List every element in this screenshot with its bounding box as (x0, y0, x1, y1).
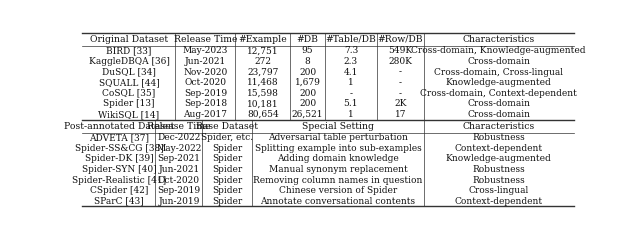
Text: #Row/DB: #Row/DB (378, 35, 423, 44)
Text: Adding domain knowledge: Adding domain knowledge (277, 154, 399, 163)
Text: Manual synonym replacement: Manual synonym replacement (269, 165, 408, 174)
Text: Aug-2017: Aug-2017 (184, 110, 227, 119)
Text: Removing column names in question: Removing column names in question (253, 176, 423, 184)
Text: Characteristics: Characteristics (463, 121, 535, 131)
Text: Context-dependent: Context-dependent (454, 197, 543, 206)
Text: Splitting example into sub-examples: Splitting example into sub-examples (255, 144, 421, 153)
Text: Context-dependent: Context-dependent (454, 144, 543, 153)
Text: -: - (399, 78, 402, 87)
Text: 280K: 280K (388, 57, 412, 66)
Text: WikiSQL [14]: WikiSQL [14] (99, 110, 159, 119)
Text: Sep-2019: Sep-2019 (184, 89, 227, 98)
Text: Sep-2018: Sep-2018 (184, 99, 227, 108)
Text: 2K: 2K (394, 99, 406, 108)
Text: 10,181: 10,181 (247, 99, 278, 108)
Text: Sep-2019: Sep-2019 (157, 186, 200, 195)
Text: Robustness: Robustness (472, 165, 525, 174)
Text: 4.1: 4.1 (344, 68, 358, 77)
Text: 7.3: 7.3 (344, 47, 358, 55)
Text: 1: 1 (348, 78, 354, 87)
Text: 80,654: 80,654 (247, 110, 279, 119)
Text: 549K: 549K (388, 47, 413, 55)
Text: 8: 8 (305, 57, 310, 66)
Text: SParC [43]: SParC [43] (94, 197, 144, 206)
Text: Cross-domain, Cross-lingual: Cross-domain, Cross-lingual (434, 68, 563, 77)
Text: 1,679: 1,679 (294, 78, 321, 87)
Text: 95: 95 (301, 47, 314, 55)
Text: 11,468: 11,468 (247, 78, 278, 87)
Text: Spider [13]: Spider [13] (103, 99, 155, 108)
Text: 200: 200 (299, 99, 316, 108)
Text: ADVETA [37]: ADVETA [37] (89, 133, 149, 142)
Text: Jun-2021: Jun-2021 (185, 57, 226, 66)
Text: Sep-2021: Sep-2021 (157, 154, 200, 163)
Text: Cross-domain: Cross-domain (467, 57, 530, 66)
Text: Robustness: Robustness (472, 176, 525, 184)
Text: Special Setting: Special Setting (302, 121, 374, 131)
Text: Dec-2022: Dec-2022 (157, 133, 200, 142)
Text: Spider-SS&CG [38]: Spider-SS&CG [38] (75, 144, 163, 153)
Text: 23,797: 23,797 (247, 68, 278, 77)
Text: Cross-domain: Cross-domain (467, 99, 530, 108)
Text: May-2023: May-2023 (182, 47, 228, 55)
Text: 17: 17 (395, 110, 406, 119)
Text: BIRD [33]: BIRD [33] (106, 47, 152, 55)
Text: Jun-2021: Jun-2021 (158, 165, 200, 174)
Text: Release Time: Release Time (147, 121, 211, 131)
Text: Oct-2020: Oct-2020 (158, 176, 200, 184)
Text: Adversarial table perturbation: Adversarial table perturbation (268, 133, 408, 142)
Text: Spider: Spider (212, 197, 243, 206)
Text: 272: 272 (254, 57, 271, 66)
Text: Oct-2020: Oct-2020 (184, 78, 227, 87)
Text: Spider: Spider (212, 165, 243, 174)
Text: Spider-SYN [40]: Spider-SYN [40] (82, 165, 156, 174)
Text: CSpider [42]: CSpider [42] (90, 186, 148, 195)
Text: Original Dataset: Original Dataset (90, 35, 168, 44)
Text: Spider-DK [39]: Spider-DK [39] (84, 154, 153, 163)
Text: #Table/DB: #Table/DB (326, 35, 376, 44)
Text: 15,598: 15,598 (247, 89, 279, 98)
Text: Jun-2019: Jun-2019 (158, 197, 200, 206)
Text: 26,521: 26,521 (292, 110, 323, 119)
Text: 200: 200 (299, 68, 316, 77)
Text: Chinese version of Spider: Chinese version of Spider (279, 186, 397, 195)
Text: Spider: Spider (212, 154, 243, 163)
Text: Spider: Spider (212, 186, 243, 195)
Text: Spider: Spider (212, 144, 243, 153)
Text: #DB: #DB (296, 35, 319, 44)
Text: Robustness: Robustness (472, 133, 525, 142)
Text: -: - (399, 68, 402, 77)
Text: Spider, etc.: Spider, etc. (202, 133, 253, 142)
Text: DuSQL [34]: DuSQL [34] (102, 68, 156, 77)
Text: Spider-Realistic [41]: Spider-Realistic [41] (72, 176, 166, 184)
Text: 1: 1 (348, 110, 354, 119)
Text: Knowledge-augmented: Knowledge-augmented (445, 78, 552, 87)
Text: KaggleDBQA [36]: KaggleDBQA [36] (88, 57, 170, 66)
Text: Cross-domain, Knowledge-augmented: Cross-domain, Knowledge-augmented (412, 47, 586, 55)
Text: Post-annotated Dataset: Post-annotated Dataset (64, 121, 174, 131)
Text: 2.3: 2.3 (344, 57, 358, 66)
Text: Base Dataset: Base Dataset (196, 121, 259, 131)
Text: May-2022: May-2022 (156, 144, 202, 153)
Text: Cross-lingual: Cross-lingual (468, 186, 529, 195)
Text: Spider: Spider (212, 176, 243, 184)
Text: 5.1: 5.1 (344, 99, 358, 108)
Text: 12,751: 12,751 (247, 47, 278, 55)
Text: Annotate conversational contents: Annotate conversational contents (260, 197, 415, 206)
Text: Characteristics: Characteristics (463, 35, 535, 44)
Text: SQUALL [44]: SQUALL [44] (99, 78, 159, 87)
Text: Release Time: Release Time (173, 35, 237, 44)
Text: -: - (349, 89, 353, 98)
Text: -: - (399, 89, 402, 98)
Text: Cross-domain, Context-dependent: Cross-domain, Context-dependent (420, 89, 577, 98)
Text: 200: 200 (299, 89, 316, 98)
Text: CoSQL [35]: CoSQL [35] (102, 89, 156, 98)
Text: #Example: #Example (239, 35, 287, 44)
Text: Knowledge-augmented: Knowledge-augmented (445, 154, 552, 163)
Text: Cross-domain: Cross-domain (467, 110, 530, 119)
Text: Nov-2020: Nov-2020 (183, 68, 227, 77)
